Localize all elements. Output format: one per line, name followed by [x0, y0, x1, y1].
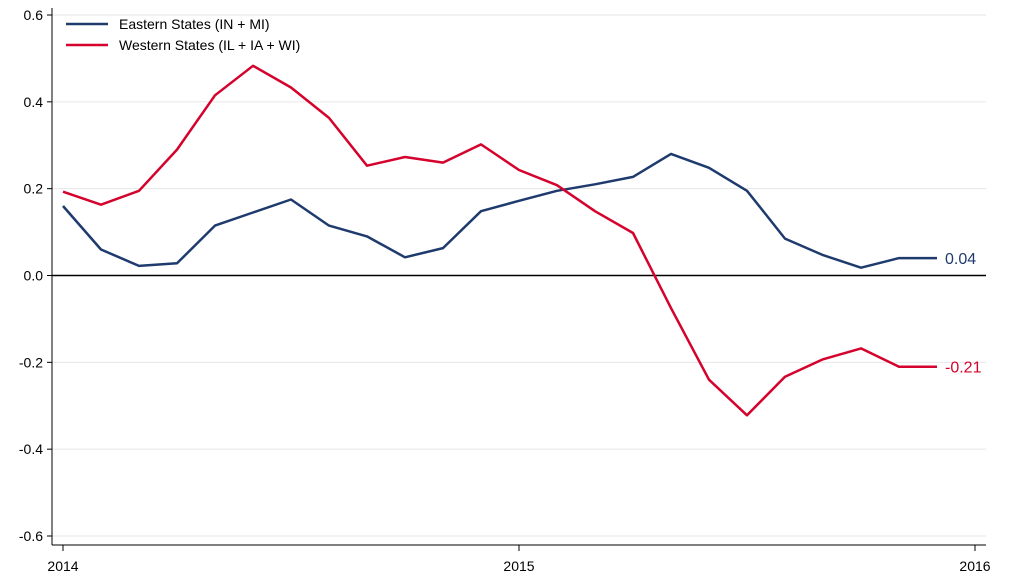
y-tick-label: 0.2: [24, 181, 44, 197]
series-line-2: [62, 64, 937, 417]
x-tick-label: 2014: [47, 558, 78, 574]
y-tick-label: -0.2: [19, 354, 43, 370]
x-tick-label: 2015: [503, 558, 534, 574]
legend-label-1: Eastern States (IN + MI): [119, 16, 270, 32]
y-tick-label: 0.6: [24, 7, 44, 23]
y-tick-label: 0.4: [24, 94, 44, 110]
series-end-label-2: -0.21: [945, 360, 982, 377]
y-tick-label: 0.0: [24, 268, 44, 284]
legend: Eastern States (IN + MI) Western States (…: [66, 16, 300, 53]
series-line-1: [62, 152, 937, 269]
legend-label-2: Western States (IL + IA + WI): [119, 37, 300, 53]
series-end-label-1: 0.04: [945, 251, 976, 268]
grid-lines: [52, 14, 986, 537]
y-tick-label: -0.6: [19, 528, 43, 544]
y-tick-label: -0.4: [19, 441, 43, 457]
series-lines: 0.04 -0.21: [62, 64, 982, 417]
x-tick-label: 2016: [959, 558, 990, 574]
axes: -0.6 -0.4 -0.2 0.0 0.2 0.4 0.6 2014 2015 2016: [19, 7, 991, 574]
